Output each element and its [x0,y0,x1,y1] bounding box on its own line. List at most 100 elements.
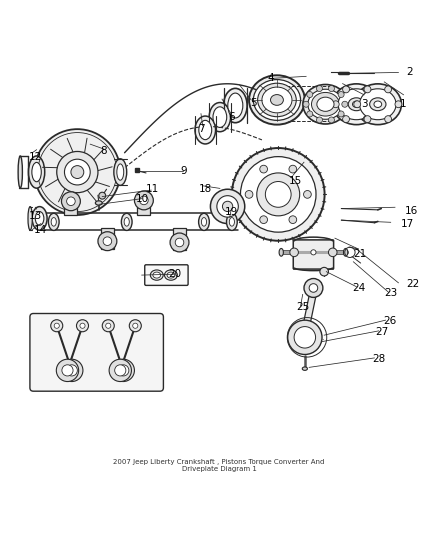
Ellipse shape [348,98,364,111]
Circle shape [223,201,233,212]
Text: 5: 5 [250,98,257,108]
Circle shape [61,192,80,211]
Circle shape [294,327,315,348]
Text: 11: 11 [146,184,159,194]
Ellipse shape [317,97,334,111]
Ellipse shape [262,87,292,113]
Circle shape [51,320,63,332]
Circle shape [77,320,88,332]
Ellipse shape [95,201,102,205]
Circle shape [64,159,90,185]
Ellipse shape [201,217,207,226]
Circle shape [363,116,370,123]
Ellipse shape [353,101,360,108]
Ellipse shape [302,367,307,370]
Circle shape [170,233,189,252]
Ellipse shape [343,248,348,256]
Circle shape [385,86,392,93]
Circle shape [71,166,84,179]
Ellipse shape [223,88,247,123]
Ellipse shape [195,116,215,144]
Circle shape [66,365,78,376]
Text: 17: 17 [401,219,414,229]
Text: 28: 28 [372,354,385,364]
Text: 4: 4 [267,74,274,84]
Ellipse shape [226,213,237,230]
Circle shape [311,250,316,255]
Text: 24: 24 [352,283,365,293]
Ellipse shape [354,84,401,125]
Circle shape [290,248,298,256]
Circle shape [232,148,325,241]
Ellipse shape [167,272,175,278]
Polygon shape [64,193,78,215]
Circle shape [363,86,370,93]
Text: 23: 23 [384,288,397,298]
Circle shape [115,365,126,376]
Circle shape [245,190,253,198]
Circle shape [140,196,148,205]
Ellipse shape [230,217,234,226]
Circle shape [307,111,313,117]
Ellipse shape [150,270,163,280]
Ellipse shape [51,217,57,226]
Ellipse shape [28,207,32,230]
Circle shape [210,189,245,223]
Circle shape [374,101,380,108]
Text: 7: 7 [198,124,205,134]
Circle shape [304,190,311,198]
Ellipse shape [199,120,212,140]
Ellipse shape [28,156,45,188]
Text: 16: 16 [405,206,418,216]
Circle shape [304,279,323,297]
Circle shape [307,92,313,98]
Circle shape [289,216,297,223]
Ellipse shape [308,89,343,119]
Ellipse shape [121,213,132,230]
Ellipse shape [213,107,227,127]
Ellipse shape [198,213,209,230]
Circle shape [328,248,337,256]
Text: 25: 25 [296,302,309,312]
Ellipse shape [117,164,124,180]
Ellipse shape [48,213,59,230]
Circle shape [385,116,392,123]
Text: 19: 19 [225,207,239,216]
Circle shape [257,173,300,216]
Circle shape [134,191,153,210]
Circle shape [343,116,350,123]
Circle shape [338,111,344,117]
Circle shape [288,320,322,354]
Polygon shape [301,292,317,333]
Circle shape [289,165,297,173]
Ellipse shape [311,92,339,116]
Circle shape [60,359,83,382]
Ellipse shape [228,93,243,118]
Ellipse shape [35,212,44,225]
Text: 1: 1 [400,99,407,109]
Circle shape [103,237,112,246]
Circle shape [129,320,141,332]
Circle shape [320,268,328,276]
Polygon shape [173,228,186,250]
Circle shape [80,323,85,328]
Circle shape [309,284,318,292]
Circle shape [265,182,291,207]
FancyBboxPatch shape [145,265,188,285]
Circle shape [57,359,79,382]
Text: 26: 26 [383,317,396,326]
Ellipse shape [153,272,161,278]
Circle shape [133,323,138,328]
Circle shape [395,101,402,108]
Text: 9: 9 [180,166,187,176]
Circle shape [354,101,360,108]
Circle shape [343,86,350,93]
Text: 14: 14 [34,224,47,235]
Circle shape [317,117,322,123]
Circle shape [67,197,75,206]
Circle shape [62,365,73,376]
FancyBboxPatch shape [293,240,334,269]
Circle shape [364,86,371,93]
Circle shape [57,151,98,192]
Circle shape [118,365,129,376]
